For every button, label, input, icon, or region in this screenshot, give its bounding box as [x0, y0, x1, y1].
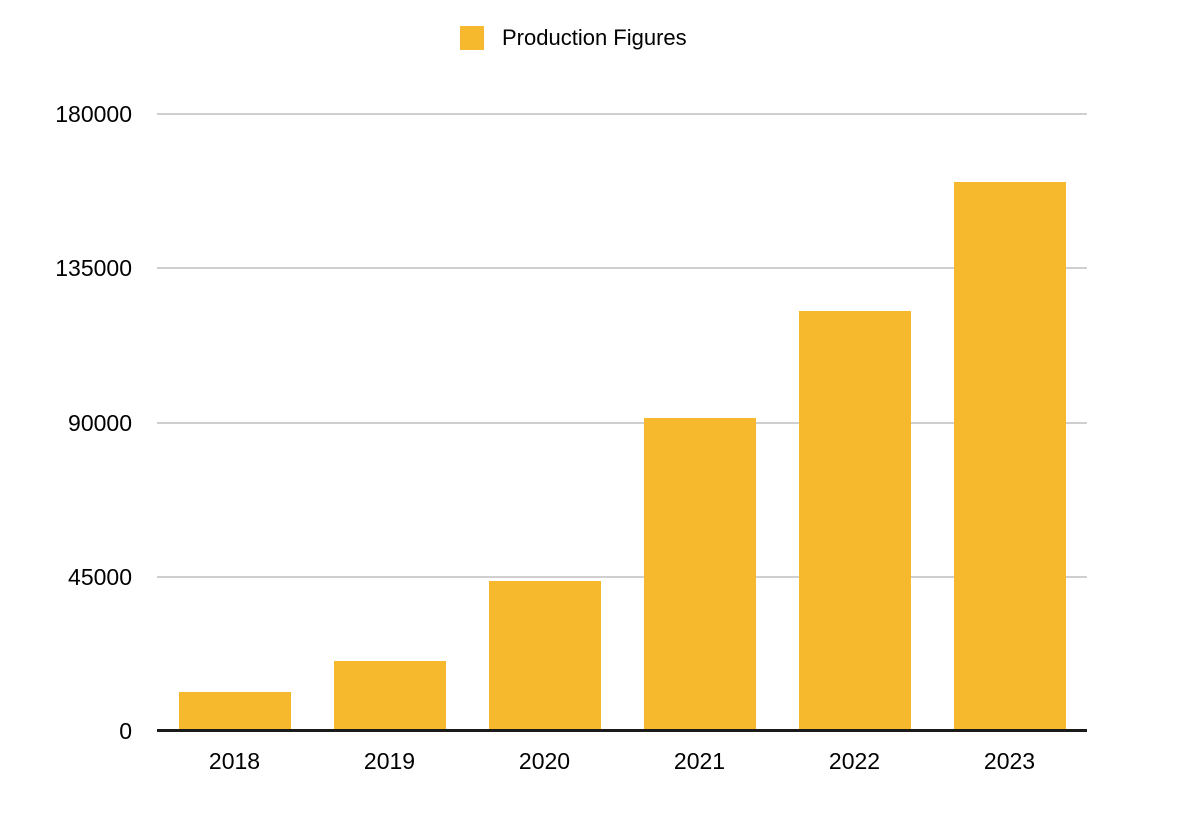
gridline	[157, 421, 1087, 424]
legend-label: Production Figures	[502, 25, 687, 50]
y-tick-label: 90000	[68, 409, 132, 436]
gridline	[157, 113, 1087, 115]
bar-2019	[333, 660, 446, 731]
bar-2022	[798, 311, 911, 731]
x-axis-label: 2018	[208, 748, 261, 774]
y-tick-label: 135000	[55, 255, 132, 282]
gridline	[157, 267, 1087, 270]
plot-area	[157, 113, 1087, 732]
bar-2021	[643, 417, 756, 731]
x-axis-line	[157, 729, 1087, 732]
bar-2020	[488, 581, 601, 731]
bar-2023	[953, 182, 1066, 731]
x-axis-label: 2023	[983, 748, 1036, 774]
x-axis-label: 2021	[673, 748, 726, 774]
y-tick-label: 180000	[55, 101, 132, 127]
chart-legend: Production Figures	[460, 25, 687, 51]
x-axis-label: 2019	[363, 748, 416, 774]
x-axis-label: 2022	[828, 748, 881, 774]
gridline	[157, 575, 1087, 578]
x-axis-label: 2020	[518, 748, 571, 774]
y-tick-label: 45000	[68, 563, 132, 590]
legend-color-swatch	[460, 26, 484, 50]
bar-2018	[178, 692, 291, 731]
y-tick-label: 0	[119, 718, 132, 744]
